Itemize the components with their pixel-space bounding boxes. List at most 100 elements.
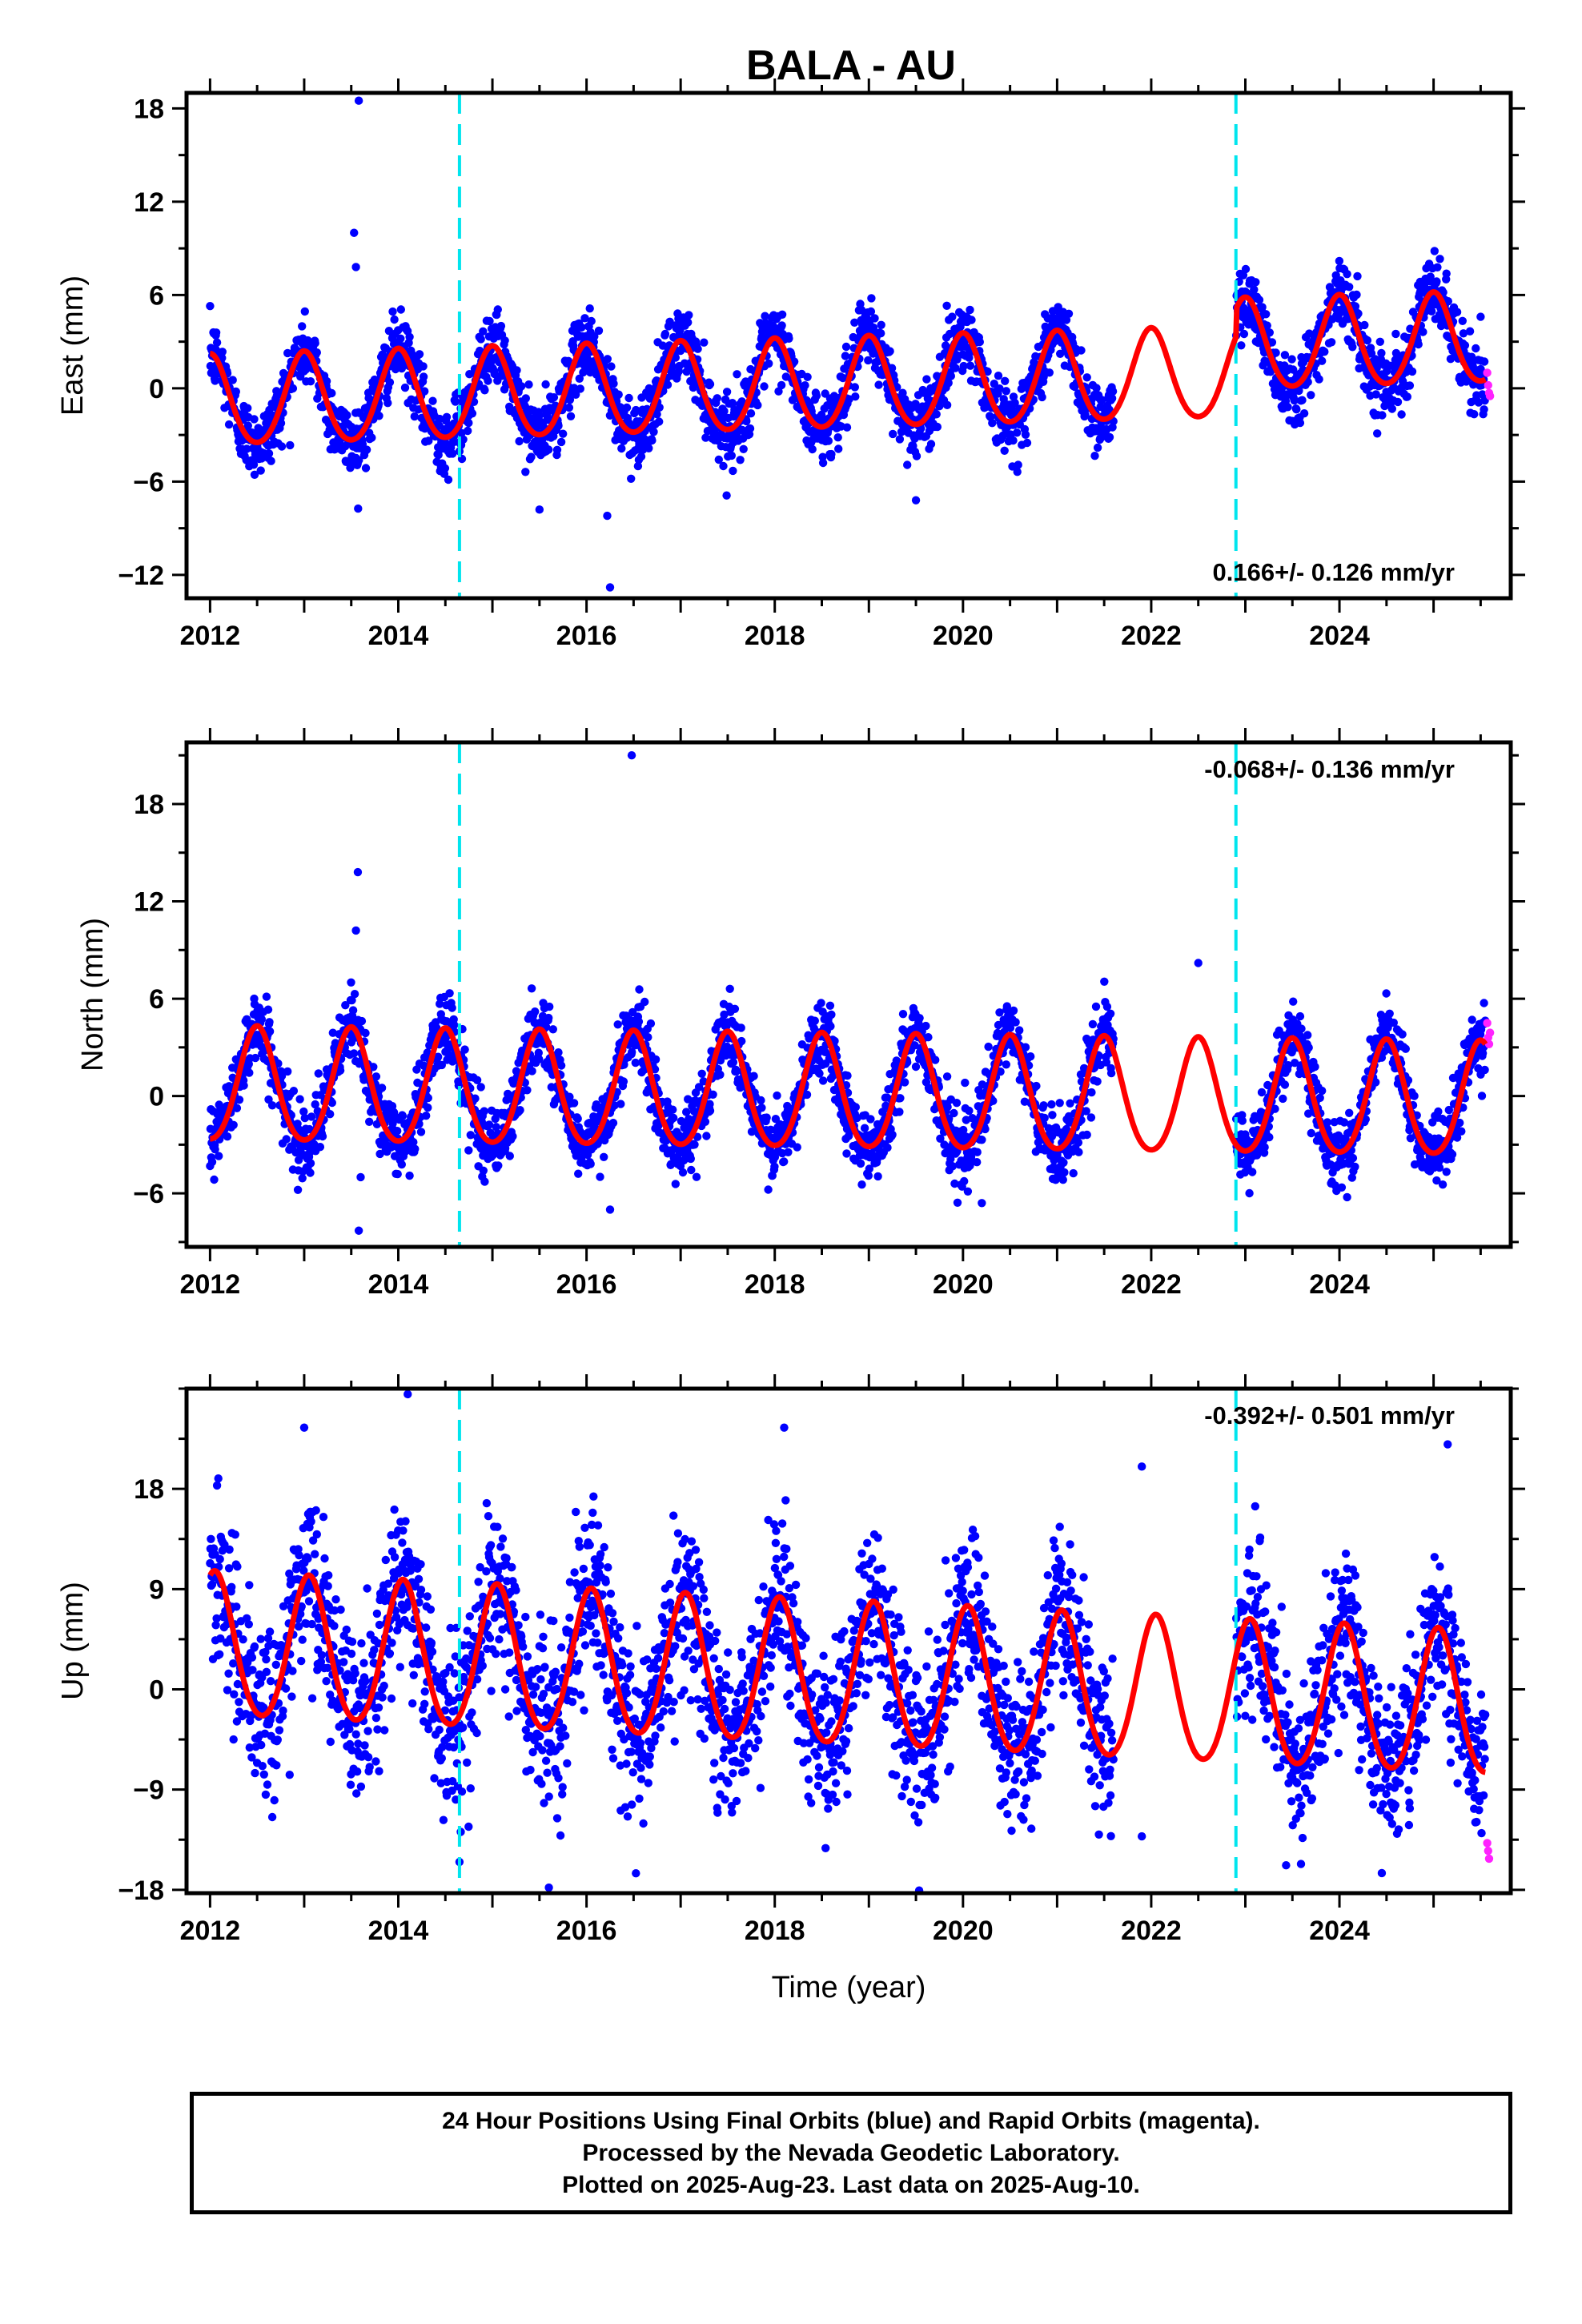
north-data-point [299, 1107, 308, 1116]
north-data-point [911, 1062, 921, 1072]
north-plot-area [206, 742, 1495, 1247]
north-data-point [931, 1055, 940, 1064]
east-data-point [1371, 390, 1380, 399]
north-data-point [616, 1100, 625, 1108]
north-data-point [1060, 1168, 1069, 1177]
east-data-point [346, 464, 355, 472]
north-data-point [484, 1120, 494, 1129]
north-data-point [749, 1072, 758, 1080]
north-data-point [357, 1016, 367, 1026]
east-data-point [617, 444, 626, 453]
north-data-point [1040, 1113, 1049, 1123]
north-data-point [476, 1083, 485, 1092]
east-outlier-point [354, 96, 363, 105]
east-data-point [552, 445, 562, 454]
east-data-point [722, 491, 731, 500]
east-data-point [994, 372, 1003, 380]
north-data-point [471, 1094, 480, 1103]
north-data-point [235, 1096, 244, 1104]
east-data-point [1472, 344, 1480, 353]
east-y-tick-label: −6 [133, 467, 164, 497]
east-data-point [1478, 390, 1487, 399]
east-data-point [983, 367, 992, 376]
north-data-point [411, 1144, 420, 1153]
east-data-point [935, 402, 944, 411]
north-data-point [267, 1101, 277, 1110]
north-data-point [687, 1165, 696, 1175]
east-data-point [396, 334, 405, 343]
east-data-point [818, 458, 828, 468]
east-data-point [1414, 340, 1423, 349]
north-data-point [640, 997, 649, 1007]
east-data-point [1093, 443, 1102, 452]
east-data-point [1348, 343, 1357, 352]
north-data-point [678, 1168, 688, 1177]
east-data-point [922, 375, 931, 384]
north-data-point [265, 1018, 274, 1027]
north-data-point [574, 1169, 583, 1178]
east-data-point [765, 359, 773, 368]
east-data-point [959, 361, 968, 371]
east-data-point [243, 444, 251, 453]
east-data-point [500, 336, 509, 345]
north-data-point [943, 1103, 952, 1112]
north-data-point [306, 1168, 315, 1177]
east-data-point [1343, 270, 1351, 279]
east-data-point [527, 452, 536, 461]
north-data-point [952, 1099, 962, 1108]
east-data-point [444, 475, 453, 485]
east-data-point [648, 436, 656, 445]
north-data-point [479, 1166, 488, 1176]
east-data-point [684, 318, 693, 327]
north-data-point [844, 1132, 853, 1140]
north-data-point [873, 1172, 882, 1181]
north-data-point [709, 1090, 717, 1100]
east-data-point [1393, 397, 1403, 407]
east-data-point [428, 396, 437, 405]
north-data-point [326, 1110, 335, 1119]
east-data-point [576, 384, 584, 393]
north-data-point [450, 1020, 459, 1030]
north-data-point [437, 1060, 446, 1070]
north-data-point [737, 1036, 746, 1046]
east-x-tick-label: 2018 [745, 621, 805, 651]
north-data-point [369, 1063, 378, 1072]
north-data-point [921, 1021, 930, 1031]
north-data-point [1011, 1018, 1020, 1027]
east-data-point [948, 312, 957, 321]
east-data-point [1267, 338, 1277, 347]
east-data-point [851, 392, 860, 401]
east-data-point [1377, 348, 1386, 358]
north-data-point [545, 1002, 554, 1011]
east-data-point [966, 361, 975, 370]
north-data-point [1002, 1060, 1011, 1069]
east-data-point [622, 403, 632, 412]
north-data-point [842, 1149, 851, 1158]
east-data-point [243, 421, 252, 430]
north-data-point [978, 1136, 986, 1144]
east-data-point [496, 321, 506, 331]
east-data-point [354, 504, 363, 513]
north-data-point [569, 1099, 579, 1108]
north-data-point [646, 1019, 656, 1028]
east-data-point [760, 382, 769, 391]
north-data-point [666, 1160, 676, 1168]
east-data-point [877, 320, 885, 329]
north-data-point [377, 1084, 387, 1092]
north-data-point [686, 1154, 695, 1164]
east-data-point [535, 411, 544, 420]
east-data-point [919, 388, 929, 397]
east-data-point [834, 444, 843, 453]
north-data-point [448, 1003, 456, 1012]
north-data-point [802, 1090, 812, 1100]
north-final-orbit-points [206, 751, 1490, 1235]
east-data-point [933, 422, 942, 432]
north-data-point [815, 1069, 824, 1078]
north-data-point [661, 1136, 671, 1145]
east-data-point [761, 312, 769, 320]
north-data-point [764, 1185, 773, 1194]
east-data-point [442, 412, 452, 421]
east-model-curve [210, 289, 1487, 446]
north-data-point [494, 1161, 503, 1170]
east-data-point [464, 418, 473, 428]
